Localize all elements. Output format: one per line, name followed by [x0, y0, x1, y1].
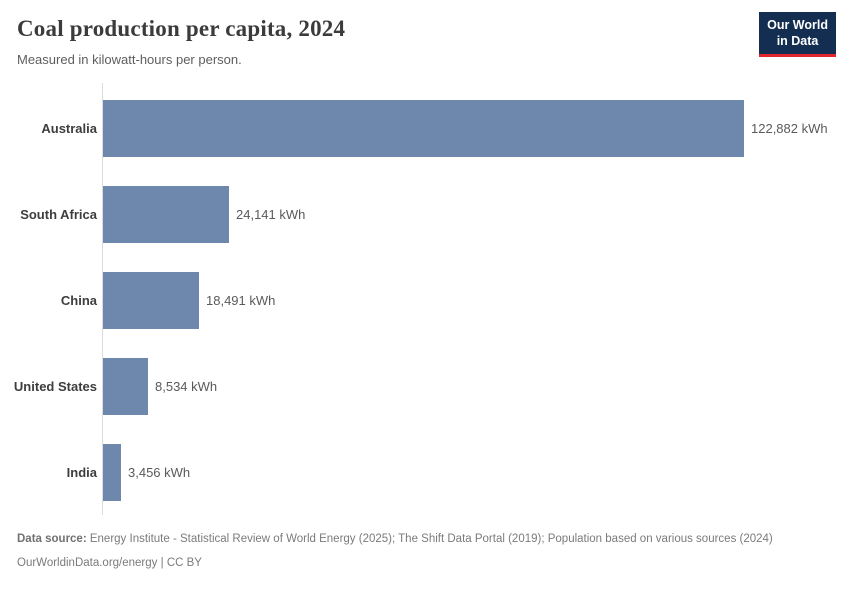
bar-row: South Africa 24,141 kWh — [0, 171, 850, 257]
bar-chart: Australia 122,882 kWh South Africa 24,141 k… — [0, 83, 850, 515]
bar-row: Australia 122,882 kWh — [0, 85, 850, 171]
entity-label: India — [66, 464, 97, 480]
entity-label: China — [60, 292, 97, 308]
bar-australia[interactable] — [103, 99, 744, 157]
value-label: 8,534 kWh — [155, 378, 218, 394]
value-label: 24,141 kWh — [236, 206, 306, 222]
license-text: CC BY — [166, 556, 202, 569]
license-separator: | — [157, 556, 167, 569]
y-axis-line — [102, 83, 103, 515]
entity-label: South Africa — [20, 206, 97, 222]
data-source-line: Data source: Energy Institute - Statisti… — [17, 531, 829, 549]
bar-row: United States 8,534 kWh — [0, 343, 850, 429]
chart-subtitle: Measured in kilowatt-hours per person. — [17, 52, 242, 67]
bar-india[interactable] — [103, 443, 121, 501]
bar-row: India 3,456 kWh — [0, 429, 850, 515]
bar-south-africa[interactable] — [103, 185, 229, 243]
value-label: 3,456 kWh — [128, 464, 191, 480]
data-source-text: Energy Institute - Statistical Review of… — [86, 533, 773, 545]
license-line: OurWorldinData.org/energy | CC BY — [17, 555, 829, 573]
owid-url-link[interactable]: OurWorldinData.org/energy — [17, 556, 158, 569]
bar-china[interactable] — [103, 271, 199, 329]
bar-united-states[interactable] — [103, 357, 148, 415]
value-label: 122,882 kWh — [751, 120, 828, 136]
owid-logo[interactable]: Our World in Data — [759, 12, 836, 57]
bar-row: China 18,491 kWh — [0, 257, 850, 343]
owid-logo-line1: Our World — [767, 18, 828, 32]
entity-label: Australia — [41, 120, 97, 136]
value-label: 18,491 kWh — [206, 292, 276, 308]
chart-footer: Data source: Energy Institute - Statisti… — [17, 531, 829, 573]
data-source-label: Data source: — [17, 533, 87, 545]
chart-title: Coal production per capita, 2024 — [17, 16, 346, 41]
owid-logo-line2: in Data — [776, 34, 819, 49]
entity-label: United States — [13, 378, 97, 394]
